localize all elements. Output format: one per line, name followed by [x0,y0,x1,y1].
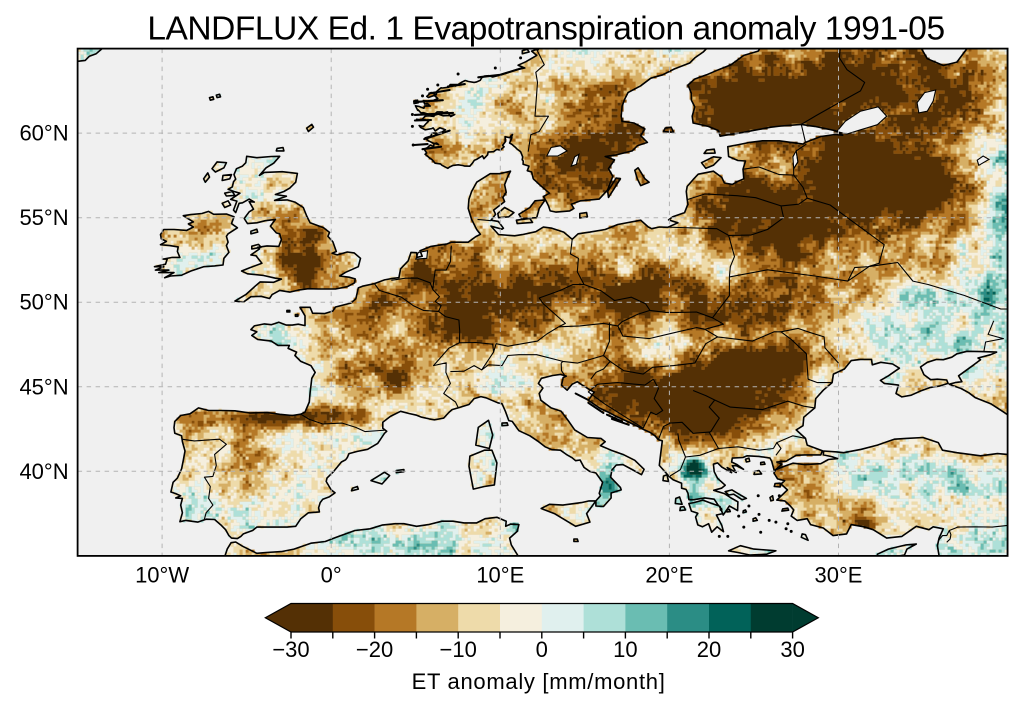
svg-text:55°N: 55°N [19,205,68,230]
svg-text:10°E: 10°E [476,563,524,588]
svg-text:0: 0 [536,637,548,662]
svg-text:50°N: 50°N [19,290,68,315]
svg-text:20°E: 20°E [645,563,693,588]
svg-text:30°E: 30°E [815,563,863,588]
svg-text:10°W: 10°W [135,563,189,588]
svg-text:ET anomaly [mm/month]: ET anomaly [mm/month] [412,669,666,694]
svg-text:60°N: 60°N [19,121,68,146]
svg-text:−20: −20 [356,637,393,662]
svg-text:10: 10 [613,637,637,662]
svg-text:LANDFLUX Ed. 1 Evapotranspirat: LANDFLUX Ed. 1 Evapotranspiration anomal… [147,10,944,47]
svg-text:20: 20 [697,637,721,662]
svg-text:−10: −10 [440,637,477,662]
svg-text:40°N: 40°N [19,459,68,484]
svg-text:−30: −30 [272,637,309,662]
svg-text:30: 30 [780,637,804,662]
svg-text:0°: 0° [321,563,342,588]
svg-text:45°N: 45°N [19,374,68,399]
